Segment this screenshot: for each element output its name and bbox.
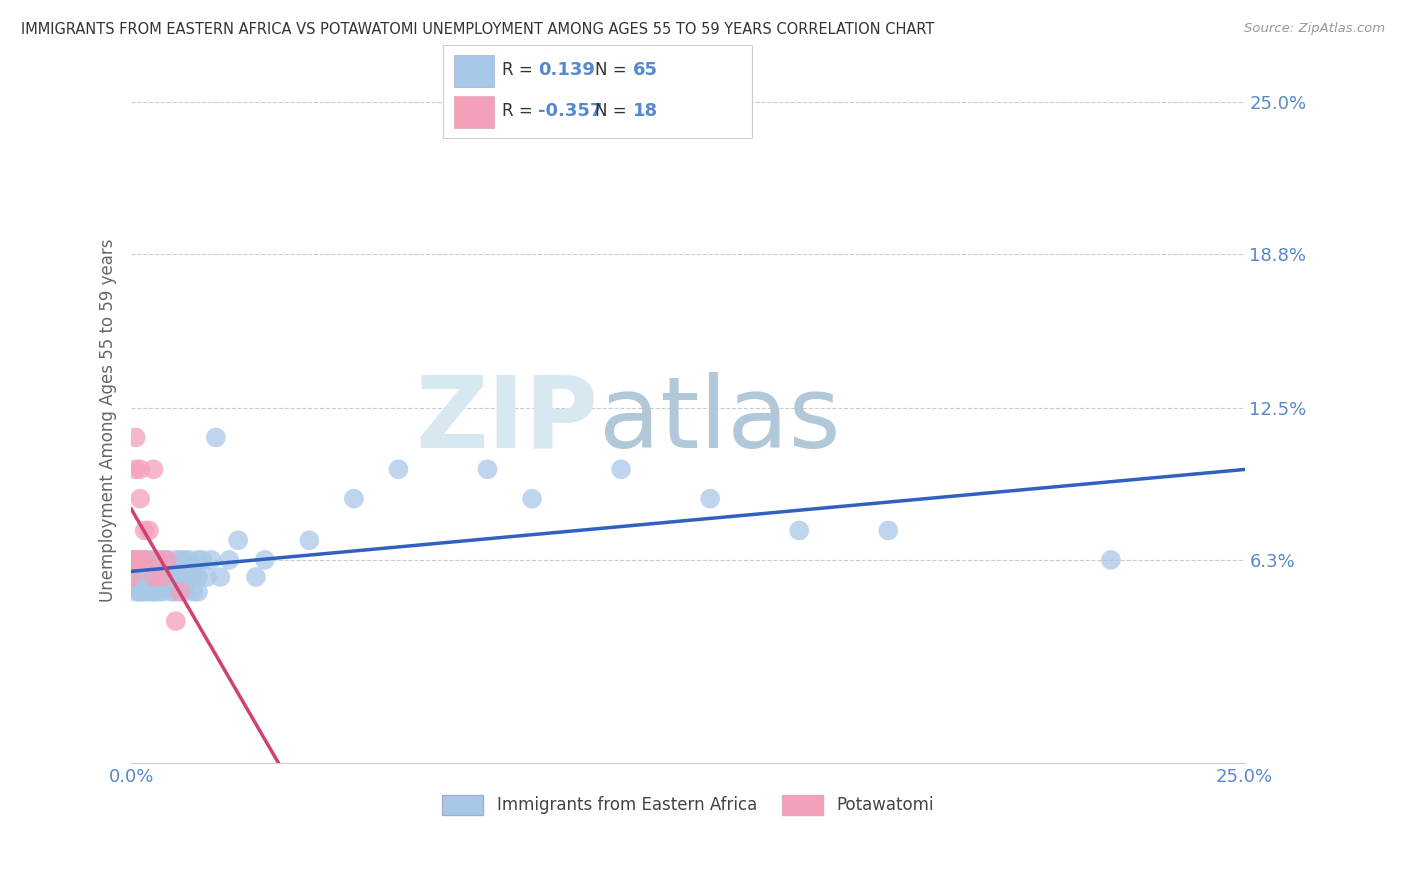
Point [125,553,148,567]
Point [142,570,165,584]
Point [134,553,156,567]
Point [179,570,201,584]
Point [200,553,222,567]
Text: N =: N = [595,103,626,120]
Point [129,462,152,476]
Point [129,570,152,584]
Point [129,491,152,506]
Point [173,584,195,599]
Point [209,570,232,584]
Point [125,553,148,567]
Point [1099,553,1122,567]
Point [134,570,156,584]
Point [169,553,191,567]
Point [142,584,165,599]
Point [205,430,228,444]
Point [787,524,810,538]
Point [160,570,183,584]
Point [165,614,187,628]
Point [138,584,160,599]
Point [120,553,142,567]
Point [187,553,209,567]
Point [129,584,152,599]
Point [156,553,179,567]
Point [152,553,174,567]
Point [120,570,142,584]
Point [187,584,209,599]
Point [120,570,142,584]
Text: Source: ZipAtlas.com: Source: ZipAtlas.com [1244,22,1385,36]
Point [142,570,165,584]
Point [179,553,201,567]
Point [191,553,214,567]
Text: 0.139: 0.139 [538,62,595,79]
Text: 18: 18 [633,103,658,120]
Point [134,524,156,538]
Point [125,570,148,584]
Point [152,570,174,584]
Point [146,570,169,584]
Point [125,462,148,476]
Point [156,570,179,584]
Point [152,570,174,584]
Point [156,553,179,567]
Point [120,553,142,567]
Text: atlas: atlas [599,372,841,469]
Point [343,491,366,506]
Point [195,570,218,584]
Text: N =: N = [595,62,626,79]
Point [138,553,160,567]
Point [253,553,276,567]
Point [134,584,156,599]
Point [477,462,499,476]
Point [125,430,148,444]
Point [129,553,152,567]
Point [146,553,169,567]
Point [152,584,174,599]
Point [125,584,148,599]
Point [129,553,152,567]
Point [169,570,191,584]
Point [125,553,148,567]
Point [218,553,240,567]
Text: 65: 65 [633,62,658,79]
Point [134,553,156,567]
Point [699,491,721,506]
Point [165,584,187,599]
Point [877,524,900,538]
Point [142,462,165,476]
Point [183,584,205,599]
Point [165,570,187,584]
Legend: Immigrants from Eastern Africa, Potawatomi: Immigrants from Eastern Africa, Potawato… [433,787,942,823]
Point [160,584,183,599]
Point [610,462,633,476]
Point [138,524,160,538]
Point [146,584,169,599]
Point [245,570,267,584]
Y-axis label: Unemployment Among Ages 55 to 59 years: Unemployment Among Ages 55 to 59 years [100,238,117,602]
Point [169,584,191,599]
Point [142,553,165,567]
Point [226,533,249,548]
Text: R =: R = [502,62,533,79]
Point [183,570,205,584]
Point [387,462,409,476]
Point [146,553,169,567]
Text: -0.357: -0.357 [538,103,603,120]
Point [187,570,209,584]
Point [520,491,543,506]
Text: IMMIGRANTS FROM EASTERN AFRICA VS POTAWATOMI UNEMPLOYMENT AMONG AGES 55 TO 59 YE: IMMIGRANTS FROM EASTERN AFRICA VS POTAWA… [21,22,935,37]
Text: R =: R = [502,103,533,120]
Text: ZIP: ZIP [416,372,599,469]
Point [165,553,187,567]
Point [134,553,156,567]
Point [298,533,321,548]
Point [142,584,165,599]
Point [129,570,152,584]
Point [129,584,152,599]
Point [173,553,195,567]
Point [138,570,160,584]
